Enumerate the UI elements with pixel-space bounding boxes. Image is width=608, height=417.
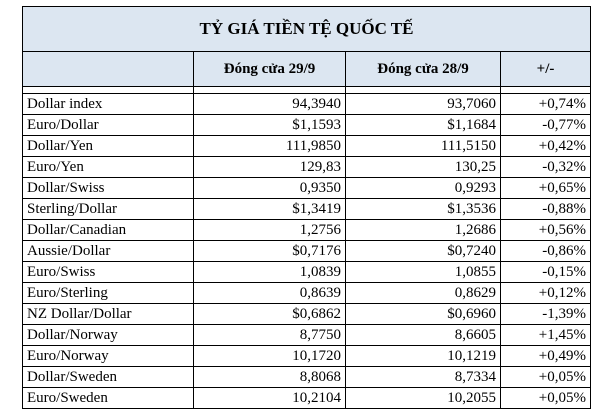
currency-pair-cell: Euro/Swiss [22, 261, 194, 283]
close-29-9-cell: 129,83 [193, 156, 346, 178]
close-29-9-cell: 0,9350 [193, 177, 346, 199]
table-row: Euro/Swiss 1,0839 1,0855 -0,15% [22, 261, 591, 283]
currency-pair-cell: NZ Dollar/Dollar [22, 303, 194, 325]
currency-pair-cell: Dollar index [22, 93, 194, 115]
exchange-rate-table-container: TỶ GIÁ TIỀN TỆ QUỐC TẾ Đóng cửa 29/9 Đón… [22, 6, 591, 409]
header-row: Đóng cửa 29/9 Đóng cửa 28/9 +/- [22, 51, 591, 87]
close-28-9-cell: $1,1684 [345, 114, 501, 136]
change-cell: +0,05% [500, 387, 591, 409]
close-29-9-cell: 8,7750 [193, 324, 346, 346]
close-28-9-cell: 1,2686 [345, 219, 501, 241]
close-29-9-cell: $1,1593 [193, 114, 346, 136]
exchange-rate-table: TỶ GIÁ TIỀN TỆ QUỐC TẾ Đóng cửa 29/9 Đón… [22, 6, 591, 409]
close-28-9-cell: 10,2055 [345, 387, 501, 409]
spacer-cell [500, 86, 591, 94]
change-cell: +0,56% [500, 219, 591, 241]
table-row: Dollar index 94,3940 93,7060 +0,74% [22, 93, 591, 115]
currency-pair-cell: Dollar/Canadian [22, 219, 194, 241]
spacer-cell [193, 86, 346, 94]
table-row: Euro/Sterling 0,8639 0,8629 +0,12% [22, 282, 591, 304]
currency-pair-cell: Dollar/Norway [22, 324, 194, 346]
change-cell: -0,88% [500, 198, 591, 220]
header-cell-close-29-9: Đóng cửa 29/9 [193, 51, 346, 87]
currency-pair-cell: Aussie/Dollar [22, 240, 194, 262]
table-row: Dollar/Swiss 0,9350 0,9293 +0,65% [22, 177, 591, 199]
change-cell: +0,74% [500, 93, 591, 115]
close-28-9-cell: $0,7240 [345, 240, 501, 262]
currency-pair-cell: Dollar/Sweden [22, 366, 194, 388]
spacer-cell [345, 86, 501, 94]
spacer-row [22, 86, 591, 94]
header-cell-change: +/- [500, 51, 591, 87]
close-28-9-cell: 93,7060 [345, 93, 501, 115]
currency-pair-cell: Euro/Sterling [22, 282, 194, 304]
close-29-9-cell: 0,8639 [193, 282, 346, 304]
table-row: Euro/Norway 10,1720 10,1219 +0,49% [22, 345, 591, 367]
table-row: Dollar/Canadian 1,2756 1,2686 +0,56% [22, 219, 591, 241]
change-cell: +0,42% [500, 135, 591, 157]
table-row: Sterling/Dollar $1,3419 $1,3536 -0,88% [22, 198, 591, 220]
currency-pair-cell: Euro/Sweden [22, 387, 194, 409]
change-cell: +1,45% [500, 324, 591, 346]
close-28-9-cell: 1,0855 [345, 261, 501, 283]
close-29-9-cell: 1,2756 [193, 219, 346, 241]
close-29-9-cell: $1,3419 [193, 198, 346, 220]
close-28-9-cell: $0,6960 [345, 303, 501, 325]
close-28-9-cell: $1,3536 [345, 198, 501, 220]
close-29-9-cell: 8,8068 [193, 366, 346, 388]
header-cell-pair [22, 51, 194, 87]
change-cell: +0,05% [500, 366, 591, 388]
close-28-9-cell: 111,5150 [345, 135, 501, 157]
table-row: Dollar/Yen 111,9850 111,5150 +0,42% [22, 135, 591, 157]
close-29-9-cell: 94,3940 [193, 93, 346, 115]
close-29-9-cell: 10,1720 [193, 345, 346, 367]
table-row: Euro/Dollar $1,1593 $1,1684 -0,77% [22, 114, 591, 136]
change-cell: +0,65% [500, 177, 591, 199]
currency-pair-cell: Euro/Yen [22, 156, 194, 178]
table-row: Euro/Sweden 10,2104 10,2055 +0,05% [22, 387, 591, 409]
currency-pair-cell: Euro/Dollar [22, 114, 194, 136]
close-28-9-cell: 0,9293 [345, 177, 501, 199]
title-row: TỶ GIÁ TIỀN TỆ QUỐC TẾ [22, 6, 591, 52]
currency-pair-cell: Sterling/Dollar [22, 198, 194, 220]
change-cell: -1,39% [500, 303, 591, 325]
change-cell: +0,12% [500, 282, 591, 304]
close-28-9-cell: 0,8629 [345, 282, 501, 304]
close-28-9-cell: 130,25 [345, 156, 501, 178]
header-cell-close-28-9: Đóng cửa 28/9 [345, 51, 501, 87]
change-cell: -0,77% [500, 114, 591, 136]
currency-pair-cell: Dollar/Swiss [22, 177, 194, 199]
close-28-9-cell: 8,7334 [345, 366, 501, 388]
change-cell: -0,15% [500, 261, 591, 283]
close-29-9-cell: $0,6862 [193, 303, 346, 325]
table-row: NZ Dollar/Dollar $0,6862 $0,6960 -1,39% [22, 303, 591, 325]
table-title: TỶ GIÁ TIỀN TỆ QUỐC TẾ [22, 6, 591, 52]
change-cell: -0,86% [500, 240, 591, 262]
currency-pair-cell: Euro/Norway [22, 345, 194, 367]
close-29-9-cell: 10,2104 [193, 387, 346, 409]
change-cell: -0,32% [500, 156, 591, 178]
close-29-9-cell: $0,7176 [193, 240, 346, 262]
close-29-9-cell: 111,9850 [193, 135, 346, 157]
close-29-9-cell: 1,0839 [193, 261, 346, 283]
change-cell: +0,49% [500, 345, 591, 367]
close-28-9-cell: 10,1219 [345, 345, 501, 367]
table-row: Dollar/Norway 8,7750 8,6605 +1,45% [22, 324, 591, 346]
spacer-cell [22, 86, 194, 94]
close-28-9-cell: 8,6605 [345, 324, 501, 346]
currency-pair-cell: Dollar/Yen [22, 135, 194, 157]
table-row: Euro/Yen 129,83 130,25 -0,32% [22, 156, 591, 178]
table-row: Dollar/Sweden 8,8068 8,7334 +0,05% [22, 366, 591, 388]
table-row: Aussie/Dollar $0,7176 $0,7240 -0,86% [22, 240, 591, 262]
